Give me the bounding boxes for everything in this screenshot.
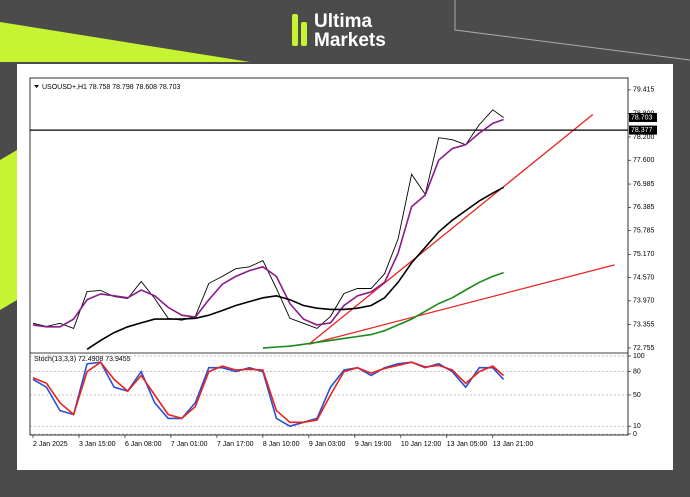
logo (301, 22, 307, 46)
x-tick-label: 2 Jan 2025 (33, 441, 68, 448)
y-tick-label: 72.755 (633, 345, 655, 352)
brand: Markets (314, 30, 386, 51)
series-line (32, 361, 505, 424)
trend-line (308, 264, 615, 345)
x-tick-label: 10 Jan 12:00 (401, 441, 442, 448)
y-tick-label: 50 (633, 392, 641, 399)
x-tick-label: 6 Jan 08:00 (125, 441, 162, 448)
x-tick-label: 13 Jan 21:00 (493, 441, 534, 448)
x-tick-label: 13 Jan 05:00 (447, 441, 488, 448)
chart-title: USOUSD+,H1 78.758 78.798 78.608 78.703 (42, 84, 180, 91)
series-line (32, 118, 504, 328)
y-tick-label: 75.785 (633, 227, 655, 234)
x-tick-label: 3 Jan 15:00 (79, 441, 116, 448)
y-tick-label: 73.970 (633, 298, 655, 305)
decor (0, 150, 17, 310)
x-tick-label: 9 Jan 03:00 (309, 441, 346, 448)
price-label-box (629, 112, 657, 122)
price-label: 78.703 (631, 114, 653, 121)
y-tick-label: 73.355 (633, 322, 655, 329)
y-tick-label: 79.415 (633, 87, 655, 94)
indicator-title: Stoch(13,3,3) 72.4908 73.9455 (34, 356, 131, 363)
y-tick-label: 100 (633, 353, 645, 360)
x-tick-label: 7 Jan 17:00 (217, 441, 254, 448)
x-tick-label: 9 Jan 19:00 (355, 441, 392, 448)
logo (292, 14, 298, 46)
y-tick-label: 0 (633, 431, 637, 438)
y-tick-label: 76.985 (633, 181, 655, 188)
y-tick-label: 76.385 (633, 204, 655, 211)
series-line (262, 271, 504, 349)
price-label: 78.377 (631, 127, 653, 134)
trend-line (308, 113, 594, 345)
decor (454, 0, 690, 61)
icon (34, 85, 39, 88)
y-tick-label: 75.170 (633, 251, 655, 258)
brand: Ultima (314, 11, 373, 32)
y-tick-label: 10 (633, 423, 641, 430)
x-tick-label: 8 Jan 10:00 (263, 441, 300, 448)
y-tick-label: 80 (633, 368, 641, 375)
y-tick-label: 74.570 (633, 274, 655, 281)
price-label-box (629, 125, 657, 135)
series-line (86, 186, 504, 350)
y-tick-label: 77.600 (633, 157, 655, 164)
y-tick-label: 78.200 (633, 134, 655, 141)
x-tick-label: 7 Jan 01:00 (171, 441, 208, 448)
plot-frame (29, 77, 629, 436)
decor (0, 22, 250, 62)
